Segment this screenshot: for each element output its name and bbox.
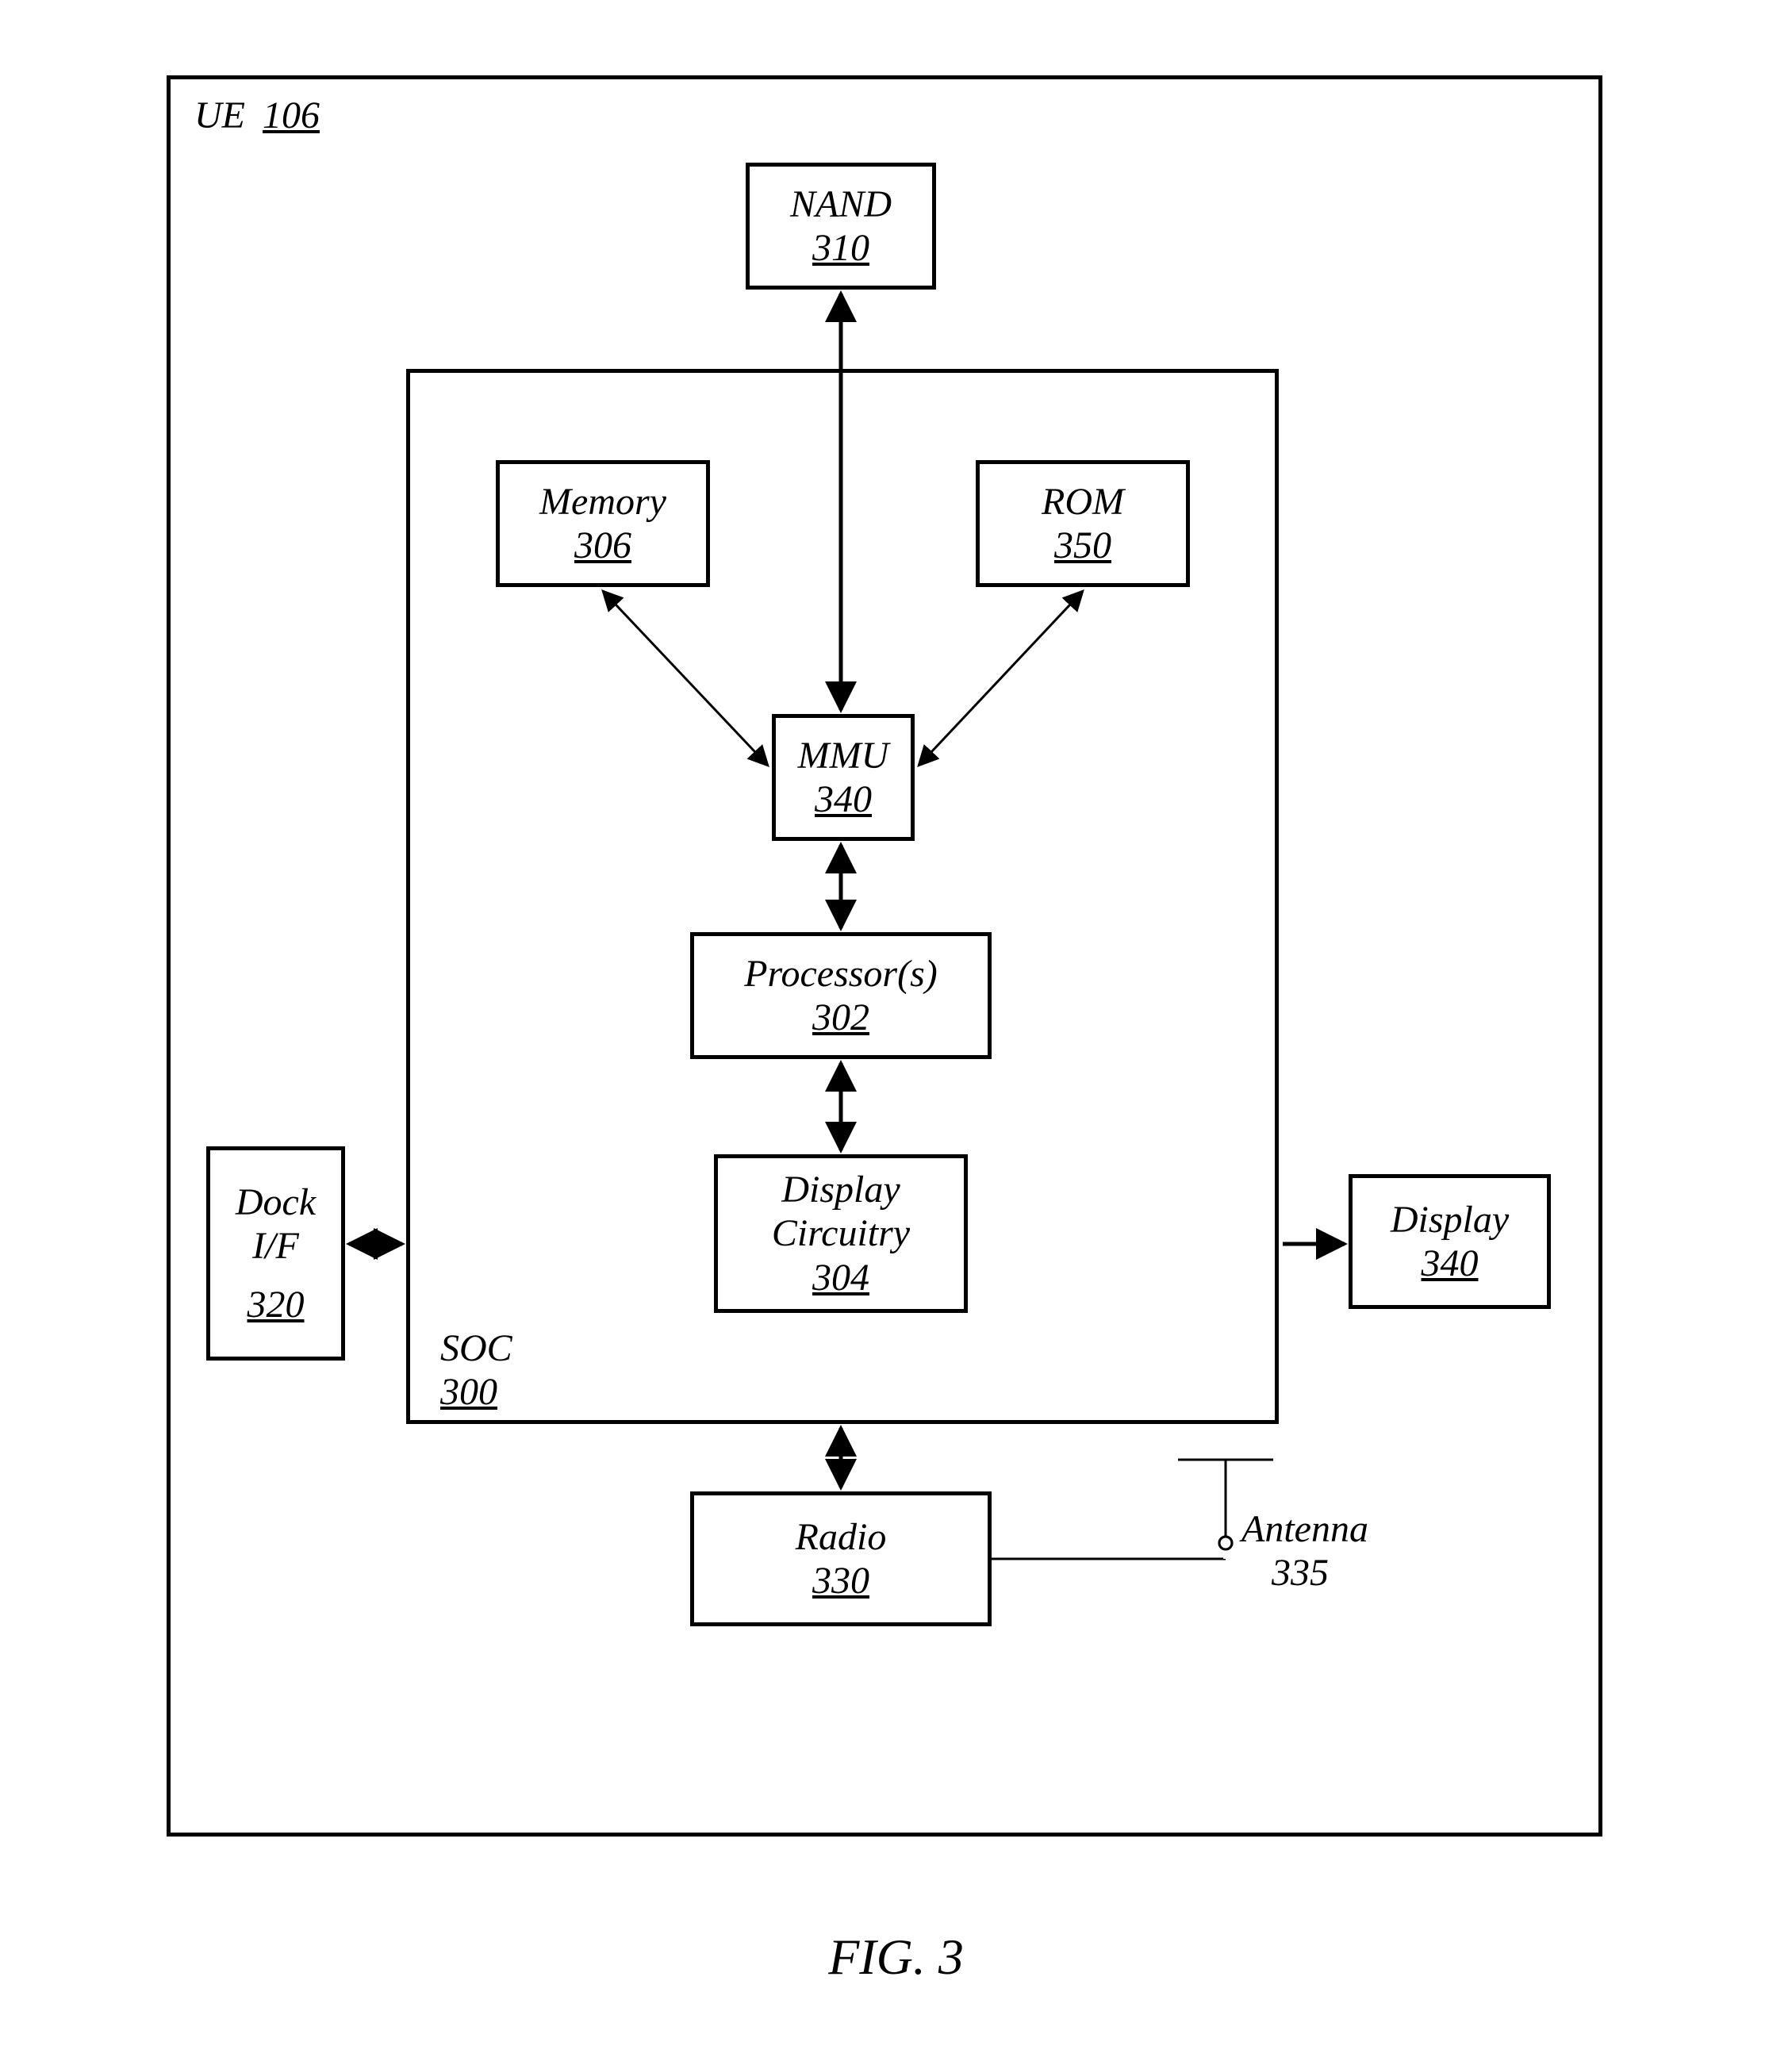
nand-ref: 310 <box>812 226 869 270</box>
figure-caption-text: FIG. 3 <box>828 1929 964 1985</box>
dock-if-ref: 320 <box>248 1283 305 1326</box>
display-label: Display <box>1391 1198 1509 1242</box>
radio-label: Radio <box>796 1515 887 1559</box>
soc-label: SOC 300 <box>440 1326 512 1414</box>
dock-if-label-2: I/F <box>252 1224 299 1268</box>
ue-label: UE 106 <box>194 94 320 137</box>
figure-caption: FIG. 3 <box>0 1928 1792 1986</box>
antenna-text: Antenna <box>1241 1508 1368 1550</box>
rom-block: ROM 350 <box>976 460 1190 587</box>
rom-label: ROM <box>1042 480 1124 524</box>
processor-ref: 302 <box>812 996 869 1039</box>
antenna-label: Antenna 335 <box>1241 1507 1368 1595</box>
mmu-label: MMU <box>798 734 889 777</box>
memory-label: Memory <box>539 480 666 524</box>
display-circuitry-ref: 304 <box>812 1256 869 1299</box>
antenna-ref: 335 <box>1241 1552 1329 1594</box>
mmu-block: MMU 340 <box>772 714 915 841</box>
display-circuitry-label-2: Circuitry <box>772 1211 910 1255</box>
processor-block: Processor(s) 302 <box>690 932 992 1059</box>
soc-ref: 300 <box>440 1371 497 1413</box>
nand-label: NAND <box>790 182 892 226</box>
nand-block: NAND 310 <box>746 163 936 290</box>
display-circuitry-label-1: Display <box>781 1168 900 1211</box>
dock-if-label-1: Dock <box>236 1180 316 1224</box>
mmu-ref: 340 <box>815 777 872 821</box>
display-circuitry-block: Display Circuitry 304 <box>714 1154 968 1313</box>
processor-label: Processor(s) <box>744 952 938 996</box>
ue-ref: 106 <box>263 94 320 136</box>
memory-block: Memory 306 <box>496 460 710 587</box>
display-ref: 340 <box>1422 1242 1479 1285</box>
radio-block: Radio 330 <box>690 1491 992 1626</box>
rom-ref: 350 <box>1054 524 1111 567</box>
ue-text: UE <box>194 94 245 136</box>
memory-ref: 306 <box>574 524 631 567</box>
display-block: Display 340 <box>1349 1174 1551 1309</box>
soc-text: SOC <box>440 1327 512 1369</box>
dock-if-block: Dock I/F 320 <box>206 1146 345 1361</box>
radio-ref: 330 <box>812 1559 869 1602</box>
